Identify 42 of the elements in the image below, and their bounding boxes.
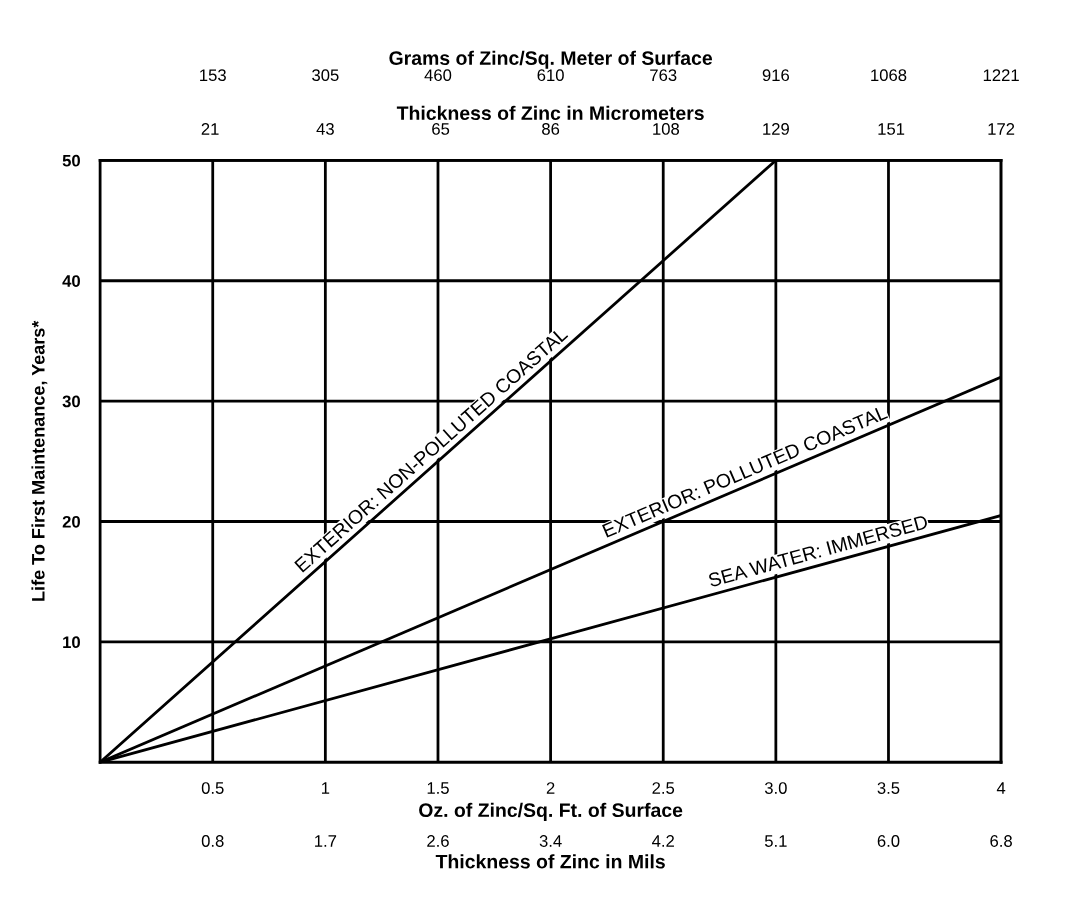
x2-tick-label: 21 (201, 123, 219, 135)
x2-tick-label: 86 (542, 123, 560, 135)
x-tick-label: 0.5 (201, 782, 224, 794)
y-tick-label: 30 (62, 395, 80, 408)
text: Grams of Zinc/Sq. Meter of Surface (389, 50, 713, 69)
y-axis-title: Life To First Maintenance, Years* (31, 320, 48, 601)
x2-tick-label: 108 (653, 123, 680, 135)
x2-tick-label: 151 (878, 123, 905, 135)
x-tick-label: 1 (321, 782, 330, 794)
text: 460 (424, 69, 452, 82)
text: 1.7 (315, 835, 337, 847)
text: 5.1 (764, 835, 787, 847)
text: 610 (537, 69, 564, 82)
x-tick-label: 3.0 (764, 782, 787, 794)
text: 305 (312, 69, 339, 82)
text: 763 (650, 69, 677, 82)
y-tick-label: 10 (63, 636, 80, 649)
text: 3.4 (539, 835, 562, 847)
x2-tick-label: 43 (316, 123, 334, 135)
y-tick-label: 40 (62, 275, 80, 287)
y-tick-label: 20 (62, 515, 80, 528)
x-tick-label: 1.5 (427, 782, 449, 794)
x-tick-label: 4 (996, 782, 1006, 794)
text: 6.8 (990, 835, 1012, 847)
text: 2.6 (427, 835, 449, 847)
x2-tick-label: 65 (432, 123, 450, 135)
x-axis-title: Oz. of Zinc/Sq. Ft. of Surface (419, 802, 683, 821)
text: 153 (200, 69, 226, 82)
text: 1068 (871, 69, 907, 82)
x2-tick-label: 172 (988, 123, 1015, 135)
x2-tick-label: 129 (763, 123, 789, 135)
x-tick-label: 2.5 (652, 782, 675, 794)
text: 1221 (983, 69, 1019, 81)
text: 4.2 (652, 835, 674, 847)
text: 0.8 (201, 835, 224, 847)
y-tick-label: 50 (62, 154, 80, 167)
text: 916 (762, 69, 790, 82)
x-tick-label: 2 (546, 782, 555, 794)
x2-axis-title: Thickness of Zinc in Micrometers (396, 105, 704, 121)
x-tick-label: 3.5 (877, 782, 900, 794)
text: Thickness of Zinc in Mils (435, 854, 665, 869)
text: 6.0 (877, 835, 900, 847)
